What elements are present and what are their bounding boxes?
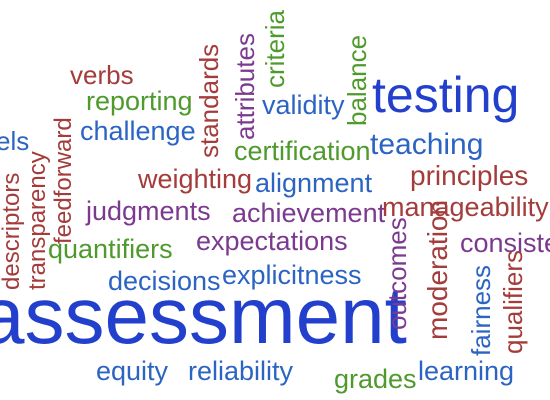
- word-consistency: consiste: [460, 228, 550, 258]
- word-explicitness: explicitness: [222, 260, 362, 290]
- word-transparency: transparency: [24, 151, 51, 290]
- word-judgments: judgments: [86, 196, 211, 226]
- word-qualifiers: qualifiers: [498, 249, 528, 354]
- word-achievement: achievement: [232, 198, 386, 228]
- word-attributes: attributes: [230, 33, 260, 140]
- word-grades: grades: [334, 364, 417, 394]
- word-learning: learning: [418, 356, 515, 386]
- word-fairness: fairness: [466, 264, 496, 356]
- word-descriptors: descriptors: [0, 172, 25, 290]
- word-criteria: criteria: [260, 9, 290, 88]
- word-challenge: challenge: [80, 116, 196, 146]
- word-alignment: alignment: [255, 168, 373, 198]
- word-principles: principles: [410, 160, 529, 191]
- word-verbs: verbs: [70, 60, 134, 90]
- word-quantifiers: quantifiers: [48, 234, 173, 264]
- word-expectations: expectations: [196, 226, 348, 256]
- word-assessment: assessment: [0, 271, 407, 360]
- word-decisions: decisions: [108, 266, 221, 296]
- word-manageability: manageability: [382, 192, 549, 222]
- word-balance: balance: [342, 34, 372, 126]
- word-weighting: weighting: [138, 164, 253, 194]
- word-moderation: moderation: [422, 199, 453, 340]
- word-teaching: teaching: [370, 128, 484, 161]
- word-testing: testing: [372, 67, 520, 123]
- word-standards: standards: [194, 43, 224, 158]
- word-els: els: [0, 126, 30, 156]
- word-reliability: reliability: [188, 356, 294, 386]
- word-certification: certification: [234, 136, 371, 166]
- word-outcomes: outcomes: [382, 217, 412, 330]
- word-reporting: reporting: [86, 86, 193, 116]
- word-feedforward: feedforward: [50, 117, 77, 244]
- word-equity: equity: [96, 356, 169, 386]
- word-validity: validity: [262, 90, 345, 120]
